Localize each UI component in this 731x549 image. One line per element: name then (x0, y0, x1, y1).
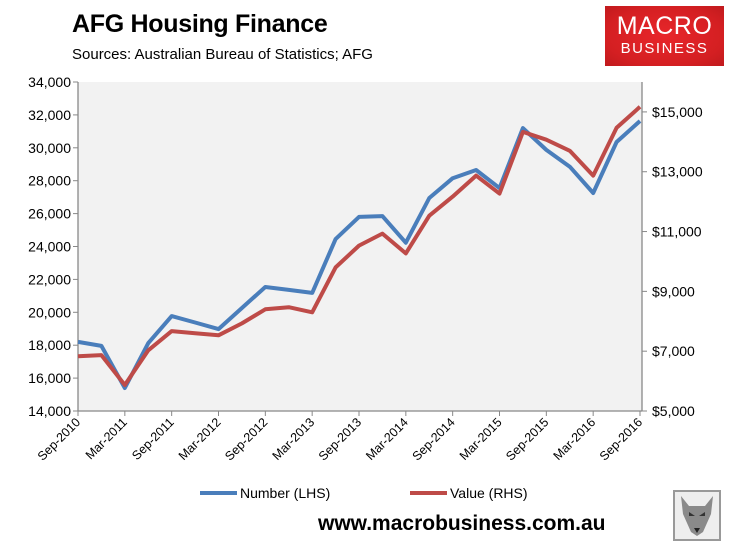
y-left-tick-label: 26,000 (28, 206, 71, 222)
legend-label-number: Number (LHS) (240, 485, 330, 501)
x-tick-label: Mar-2011 (83, 415, 130, 462)
x-tick-label: Sep-2016 (597, 415, 645, 463)
y-left-tick-label: 22,000 (28, 271, 71, 287)
logo-line1: MACRO (616, 12, 713, 40)
y-right-tick-label: $7,000 (652, 343, 695, 359)
website-url: www.macrobusiness.com.au (318, 512, 606, 535)
y-left-tick-label: 14,000 (28, 403, 71, 419)
x-tick-label: Mar-2014 (363, 415, 411, 463)
legend-label-value: Value (RHS) (450, 485, 528, 501)
y-left-tick-label: 34,000 (28, 74, 71, 90)
legend: Number (LHS) Value (RHS) (200, 485, 528, 501)
x-tick-label: Sep-2012 (222, 415, 270, 463)
y-left-tick-label: 28,000 (28, 173, 71, 189)
logo-line2: BUSINESS (620, 40, 709, 57)
x-tick-label: Sep-2013 (316, 415, 364, 463)
x-tick-label: Mar-2012 (176, 415, 224, 463)
y-left-tick-label: 30,000 (28, 140, 71, 156)
y-right-tick-label: $9,000 (652, 283, 695, 299)
y-left-tick-label: 16,000 (28, 370, 71, 386)
wolf-icon (673, 490, 721, 541)
x-tick-label: Sep-2015 (503, 415, 551, 463)
y-right-tick-label: $11,000 (652, 224, 702, 240)
y-left-tick-label: 20,000 (28, 304, 71, 320)
macrobusiness-logo: MACRO BUSINESS (605, 6, 724, 66)
x-tick-label: Sep-2010 (35, 415, 83, 463)
x-tick-label: Mar-2016 (551, 415, 599, 463)
x-tick-label: Sep-2014 (410, 415, 458, 463)
y-left-tick-label: 24,000 (28, 239, 71, 255)
x-tick-label: Sep-2011 (129, 415, 177, 463)
y-left-tick-label: 18,000 (28, 337, 71, 353)
y-left-tick-label: 32,000 (28, 107, 71, 123)
x-tick-label: Mar-2015 (457, 415, 505, 463)
y-right-tick-label: $15,000 (652, 104, 703, 120)
y-right-tick-label: $5,000 (652, 403, 695, 419)
chart-title: AFG Housing Finance (72, 10, 328, 38)
x-tick-label: Mar-2013 (270, 415, 318, 463)
y-right-tick-label: $13,000 (652, 164, 703, 180)
chart-subtitle: Sources: Australian Bureau of Statistics… (72, 46, 373, 63)
